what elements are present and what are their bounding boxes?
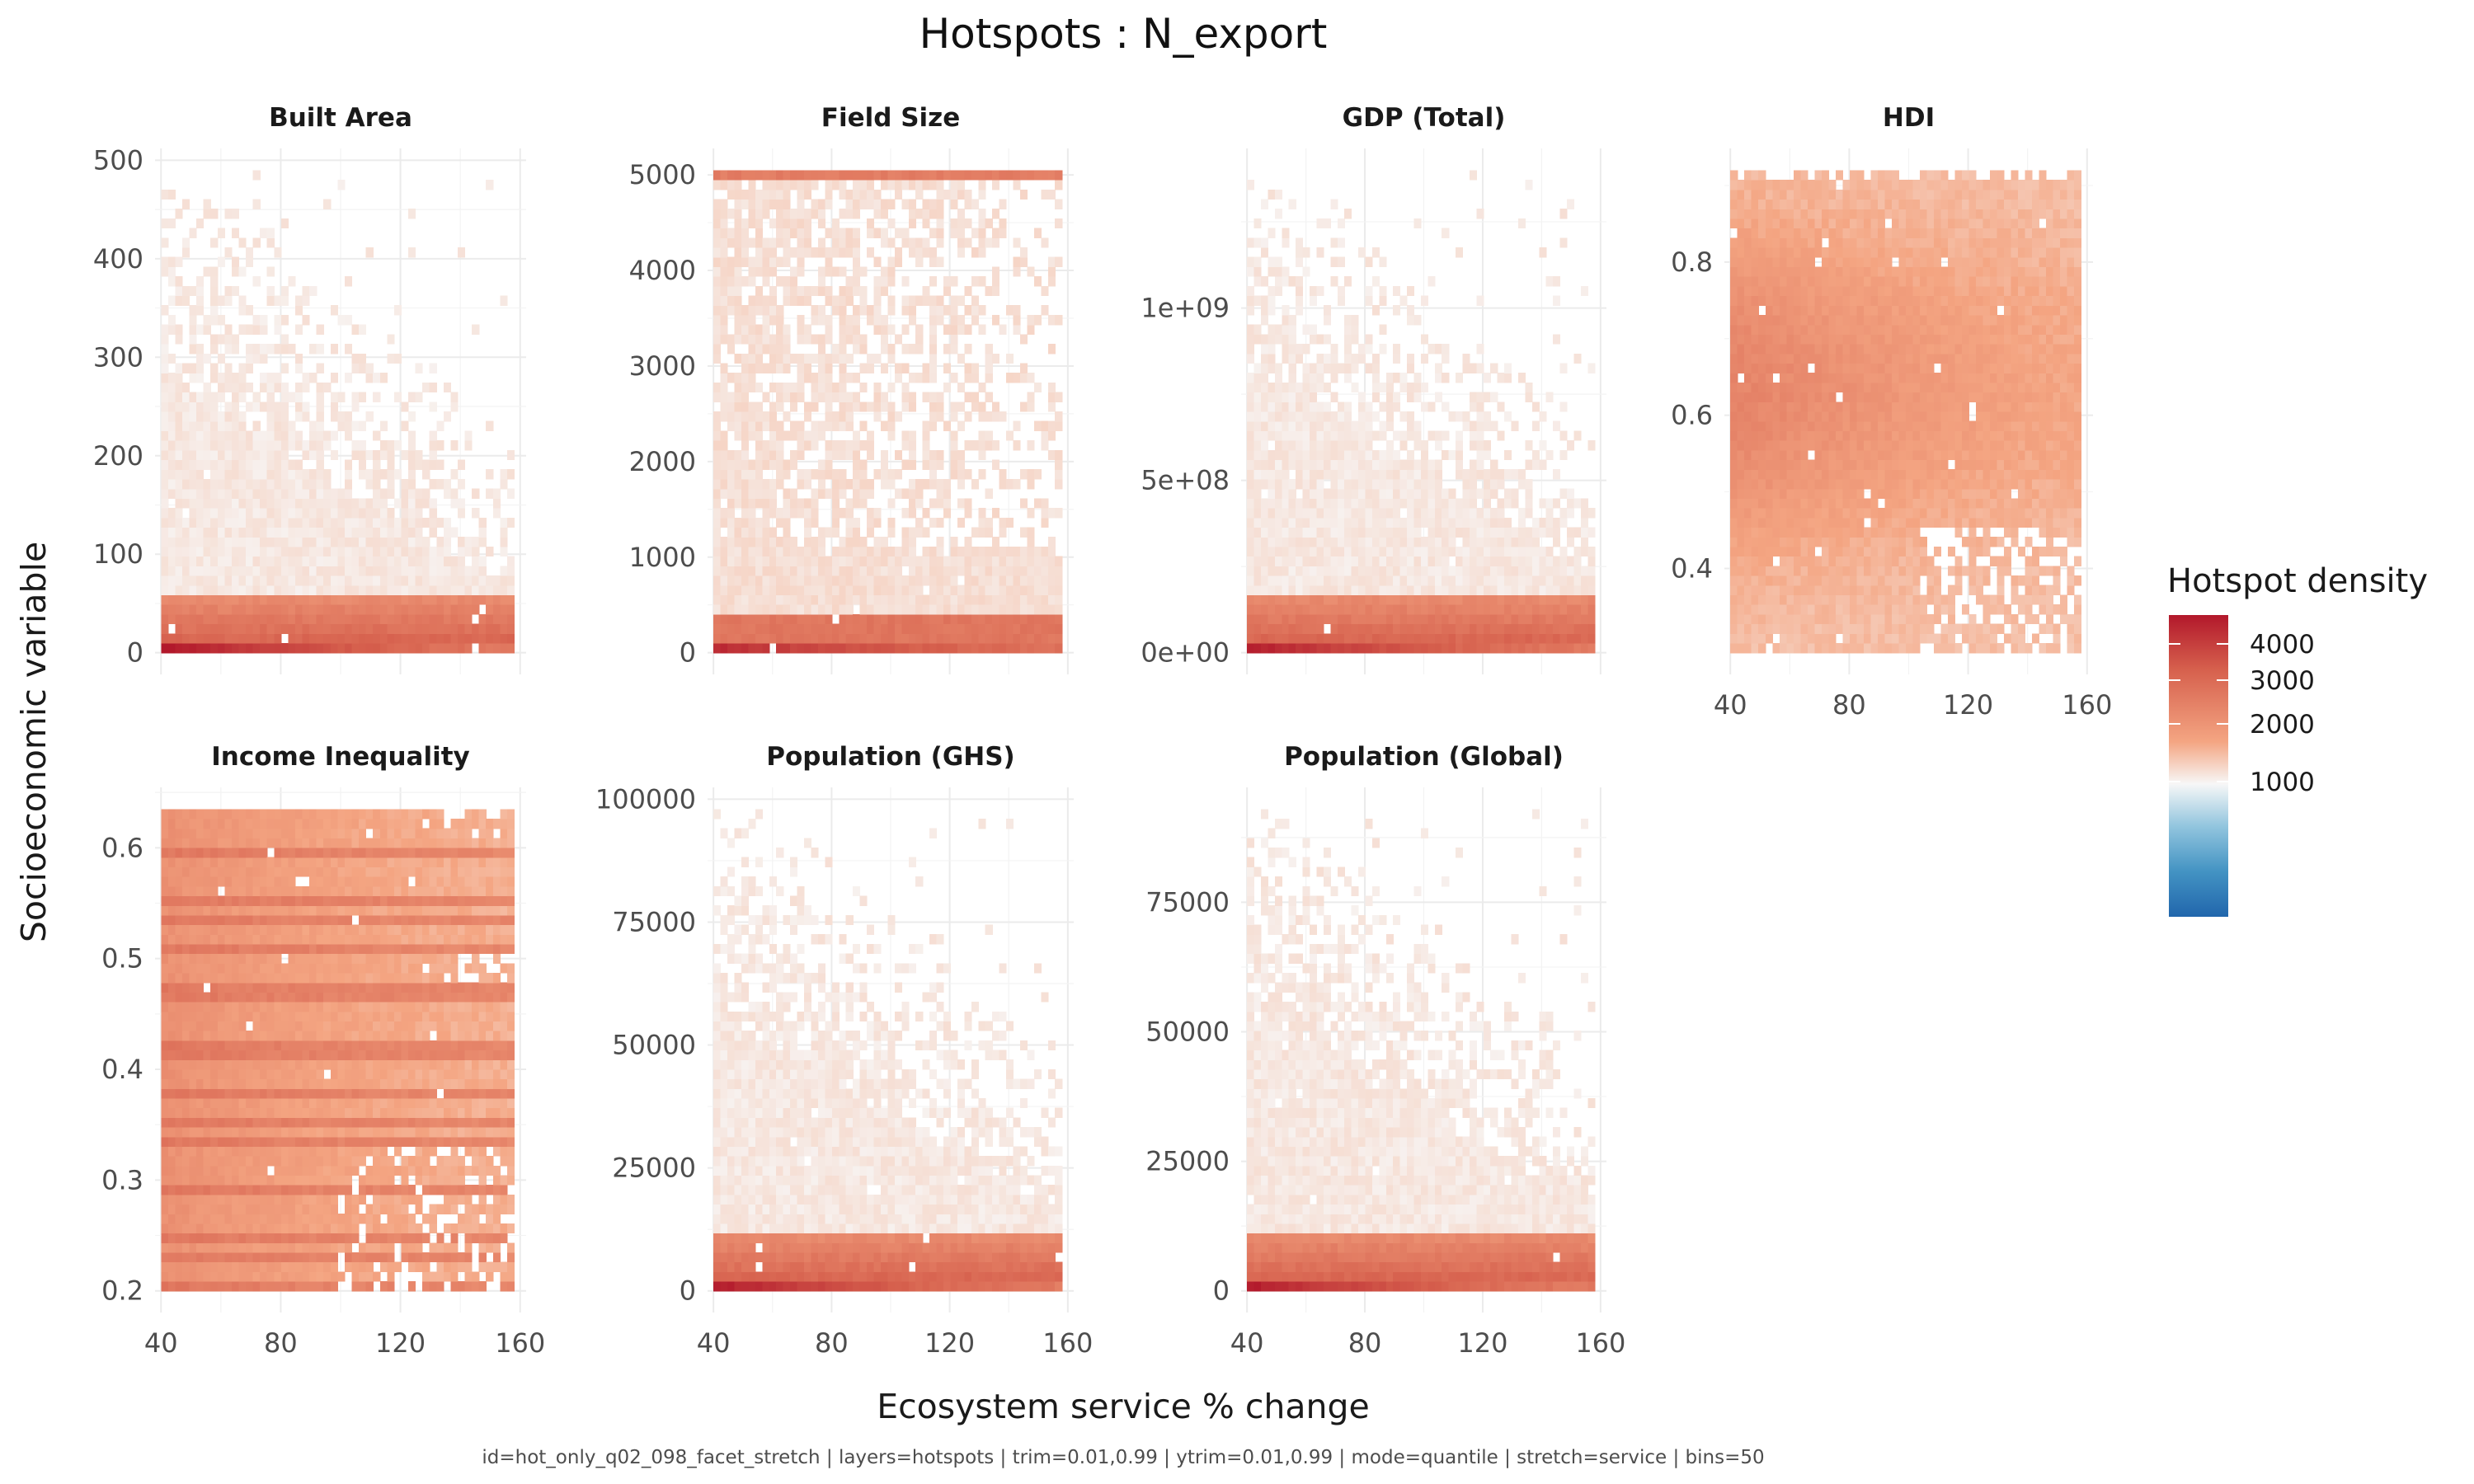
x-tick-label: 160 — [1042, 1327, 1093, 1359]
facet-title: GDP (Total) — [1343, 103, 1506, 133]
y-tick-label: 0.3 — [101, 1164, 143, 1195]
y-tick-label: 4000 — [629, 255, 696, 286]
heatmap-cells — [1730, 170, 2082, 654]
x-tick-labels: 40 80 120 160 — [697, 1327, 1094, 1359]
x-tick-label: 160 — [2062, 689, 2112, 721]
y-tick-label: 1e+09 — [1141, 293, 1230, 324]
heatmap-cells — [161, 170, 515, 654]
x-tick-label: 120 — [1943, 689, 1993, 721]
y-tick-label: 75000 — [1145, 886, 1230, 918]
y-tick-label: 1000 — [629, 542, 696, 573]
x-tick-label: 40 — [144, 1327, 178, 1359]
facet-title: Population (GHS) — [766, 742, 1014, 772]
heatmap-cells — [713, 809, 1063, 1292]
facet-population-ghs-: Population (GHS) 0 25000 50000 75000 100000 40… — [595, 742, 1094, 1359]
y-tick-label: 5e+08 — [1141, 465, 1230, 496]
y-tick-label: 3000 — [629, 350, 696, 382]
y-tick-label: 400 — [93, 243, 143, 275]
x-tick-label: 40 — [1230, 1327, 1264, 1359]
facet-gdp-total-: GDP (Total) 0e+00 5e+08 1e+09 — [1141, 103, 1606, 674]
x-tick-label: 160 — [1575, 1327, 1625, 1359]
heatmap-cells — [713, 170, 1063, 654]
y-tick-label: 0.6 — [101, 832, 143, 863]
y-tick-label: 0.2 — [101, 1275, 143, 1307]
x-tick-label: 120 — [375, 1327, 426, 1359]
y-tick-label: 0.6 — [1671, 400, 1713, 431]
y-tick-labels: 0.4 0.6 0.8 — [1671, 247, 1713, 585]
y-tick-labels: 0 25000 50000 75000 100000 — [595, 783, 696, 1306]
y-tick-label: 75000 — [612, 906, 696, 937]
facet-built-area: Built Area 0 100 200 300 400 500 — [93, 103, 526, 674]
heatmap-cells — [1247, 170, 1596, 654]
x-tick-label: 120 — [924, 1327, 975, 1359]
facet-title: Population (Global) — [1284, 742, 1564, 772]
x-tick-labels: 40 80 120 160 — [144, 1327, 545, 1359]
y-tick-label: 0 — [680, 1275, 696, 1307]
y-tick-label: 300 — [93, 341, 143, 373]
y-tick-label: 5000 — [629, 159, 696, 190]
y-tick-label: 2000 — [629, 446, 696, 477]
y-tick-label: 500 — [93, 144, 143, 176]
y-tick-label: 0.5 — [101, 943, 143, 974]
y-tick-label: 0.4 — [1671, 552, 1713, 584]
y-tick-label: 0e+00 — [1141, 637, 1230, 669]
y-tick-label: 50000 — [1145, 1017, 1230, 1048]
y-tick-label: 0.4 — [101, 1054, 143, 1085]
facet-hdi: HDI 0.4 0.6 0.8 40 80 120 160 — [1671, 103, 2112, 721]
chart-title: Hotspots : N_export — [920, 10, 1328, 58]
x-tick-labels: 40 80 120 160 — [1714, 689, 2112, 721]
y-tick-labels: 0 25000 50000 75000 — [1145, 886, 1230, 1306]
heatmap-cells — [161, 809, 515, 1292]
y-axis-label: Socioeconomic variable — [14, 542, 54, 942]
legend-title: Hotspot density — [2167, 562, 2428, 600]
facet-title: Field Size — [821, 103, 960, 133]
facet-title: HDI — [1883, 103, 1935, 133]
x-tick-label: 80 — [264, 1327, 298, 1359]
facet-title: Income Inequality — [211, 742, 469, 772]
x-tick-label: 40 — [697, 1327, 731, 1359]
y-tick-label: 0 — [127, 637, 143, 669]
y-tick-label: 25000 — [1145, 1146, 1230, 1177]
facet-income-inequality: Income Inequality 0.2 0.3 0.4 0.5 0.6 40 80 120 1… — [101, 742, 545, 1359]
legend-colorbar — [2169, 615, 2228, 917]
y-tick-label: 25000 — [612, 1153, 696, 1184]
y-tick-label: 100 — [93, 538, 143, 570]
y-tick-labels: 0 100 200 300 400 500 — [93, 144, 143, 668]
legend: Hotspot density 4000 3000 2000 1000 — [2167, 562, 2428, 917]
facet-field-size: Field Size 0 1000 2000 3000 4000 5000 — [629, 103, 1074, 674]
facet-title: Built Area — [269, 103, 412, 133]
caption: id=hot_only_q02_098_facet_stretch | laye… — [482, 1447, 1764, 1468]
x-tick-label: 80 — [1348, 1327, 1382, 1359]
facet-population-global-: Population (Global) 0 25000 50000 75000 40 80 1… — [1145, 742, 1625, 1359]
x-tick-label: 80 — [1832, 689, 1866, 721]
x-axis-label: Ecosystem service % change — [877, 1387, 1370, 1426]
x-tick-labels: 40 80 120 160 — [1230, 1327, 1626, 1359]
y-tick-labels: 0.2 0.3 0.4 0.5 0.6 — [101, 832, 143, 1306]
y-tick-labels: 0e+00 5e+08 1e+09 — [1141, 293, 1230, 669]
y-tick-label: 0.8 — [1671, 247, 1713, 278]
y-tick-label: 0 — [680, 637, 696, 669]
legend-tick-label: 3000 — [2250, 666, 2315, 696]
legend-tick-label: 1000 — [2250, 768, 2315, 797]
y-tick-label: 200 — [93, 440, 143, 472]
y-tick-label: 50000 — [612, 1030, 696, 1061]
y-tick-labels: 0 1000 2000 3000 4000 5000 — [629, 159, 696, 669]
x-tick-label: 160 — [495, 1327, 545, 1359]
x-tick-label: 40 — [1714, 689, 1747, 721]
x-tick-label: 120 — [1457, 1327, 1507, 1359]
heatmap-cells — [1247, 809, 1596, 1292]
legend-tick-label: 2000 — [2250, 710, 2315, 740]
y-tick-label: 100000 — [595, 783, 696, 815]
y-tick-label: 0 — [1213, 1275, 1230, 1307]
legend-tick-label: 4000 — [2250, 630, 2315, 660]
x-tick-label: 80 — [815, 1327, 849, 1359]
